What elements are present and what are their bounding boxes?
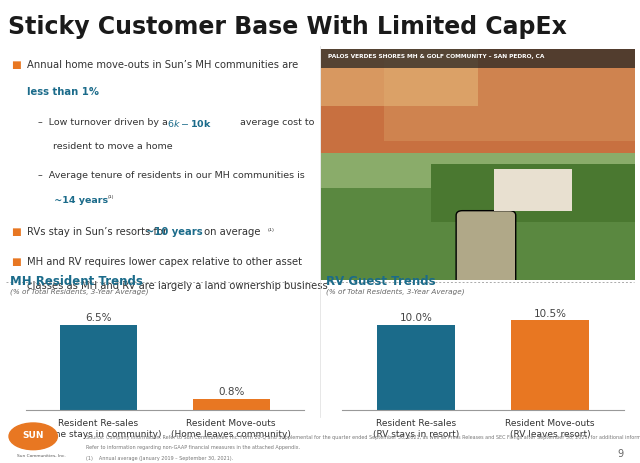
Text: 10.0%: 10.0% — [400, 313, 433, 323]
Bar — [321, 188, 635, 280]
Text: Sticky Customer Base With Limited CapEx: Sticky Customer Base With Limited CapEx — [8, 15, 566, 39]
Text: less than 1%: less than 1% — [28, 87, 99, 97]
Bar — [193, 399, 269, 410]
Text: 9: 9 — [618, 450, 624, 459]
Text: MH and RV requires lower capex relative to other asset: MH and RV requires lower capex relative … — [28, 257, 303, 267]
Text: classes as MH and RV are largely a land ownership business: classes as MH and RV are largely a land … — [28, 281, 328, 291]
Text: PALOS VERDES SHORES MH & GOLF COMMUNITY – SAN PEDRO, CA: PALOS VERDES SHORES MH & GOLF COMMUNITY … — [328, 54, 544, 59]
Bar — [431, 164, 635, 222]
Text: ⁽¹⁾: ⁽¹⁾ — [268, 227, 275, 236]
Text: ~14 years: ~14 years — [38, 195, 108, 205]
Text: ■: ■ — [11, 60, 20, 70]
Text: (% of Total Residents, 3-Year Average): (% of Total Residents, 3-Year Average) — [326, 288, 465, 295]
Text: MH Resident Trends: MH Resident Trends — [10, 275, 143, 288]
Bar — [60, 325, 137, 410]
Text: $6k - $10k: $6k - $10k — [167, 118, 212, 129]
Text: –  Average tenure of residents in our MH communities is: – Average tenure of residents in our MH … — [38, 171, 305, 180]
Text: average cost to: average cost to — [237, 118, 315, 127]
Text: Refer to information regarding non-GAAP financial measures in the attached Appen: Refer to information regarding non-GAAP … — [86, 445, 300, 450]
Bar — [511, 320, 589, 410]
FancyBboxPatch shape — [456, 211, 516, 285]
Text: ⁽¹⁾: ⁽¹⁾ — [108, 195, 114, 201]
Text: Source: Company information. Refer to Sun Communities, Inc. Form 10-Q and Supple: Source: Company information. Refer to Su… — [86, 435, 640, 440]
Text: ■: ■ — [11, 257, 20, 267]
Text: Sun Communities, Inc.: Sun Communities, Inc. — [17, 454, 66, 457]
Text: 6.5%: 6.5% — [85, 313, 112, 323]
Text: ~10 years: ~10 years — [146, 227, 203, 237]
Text: ■: ■ — [11, 227, 20, 237]
Text: on average: on average — [201, 227, 260, 237]
Text: 10.5%: 10.5% — [534, 308, 567, 319]
Bar — [377, 325, 455, 410]
Bar — [321, 49, 635, 68]
Text: –  Low turnover driven by a: – Low turnover driven by a — [38, 118, 171, 127]
Text: (% of Total Residents, 3-Year Average): (% of Total Residents, 3-Year Average) — [10, 288, 148, 295]
Text: (1)    Annual average (January 2019 – September 30, 2021).: (1) Annual average (January 2019 – Septe… — [86, 456, 234, 461]
Bar — [321, 49, 478, 106]
Text: SUN: SUN — [22, 431, 44, 440]
Text: Annual home move-outs in Sun’s MH communities are: Annual home move-outs in Sun’s MH commun… — [28, 60, 299, 70]
Bar — [384, 49, 635, 141]
Bar — [321, 153, 635, 199]
Text: 0.8%: 0.8% — [218, 387, 244, 397]
Text: RV Guest Trends: RV Guest Trends — [326, 275, 436, 288]
Text: resident to move a home: resident to move a home — [38, 143, 173, 151]
Bar — [494, 169, 572, 211]
Ellipse shape — [9, 423, 58, 450]
Bar — [321, 49, 635, 169]
Text: RVs stay in Sun’s resorts for: RVs stay in Sun’s resorts for — [28, 227, 171, 237]
